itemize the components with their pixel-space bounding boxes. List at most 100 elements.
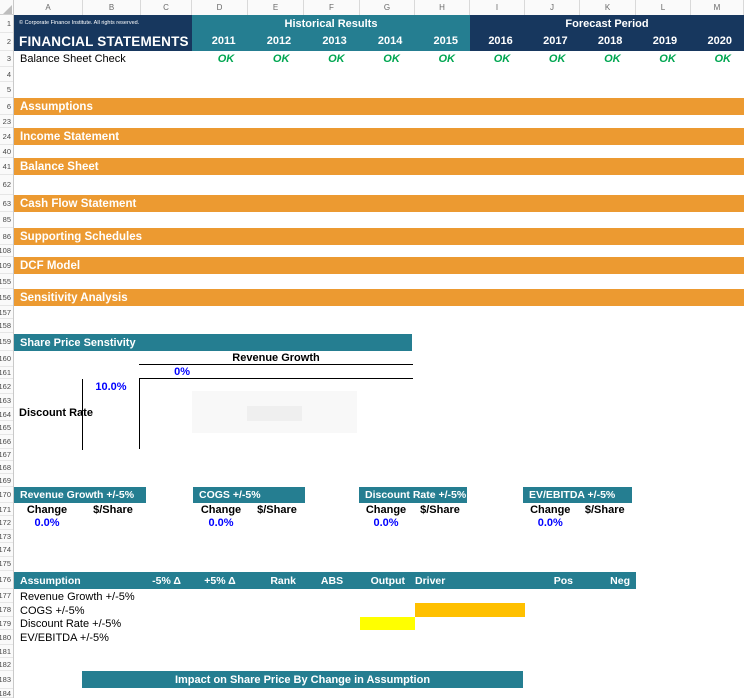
row-header[interactable]: 166 [0,435,13,449]
row-header[interactable]: 170 [0,487,13,503]
row-header[interactable]: 183 [0,671,13,689]
row-header[interactable]: 164 [0,408,13,421]
row-header[interactable]: 108 [0,246,13,257]
year-cell[interactable]: 2013 [322,35,347,47]
year-cell[interactable]: 2020 [707,35,732,47]
year-cell[interactable]: 2014 [377,35,403,47]
year-cell[interactable]: 2017 [543,35,568,47]
row-header[interactable]: 156 [0,289,13,306]
change-header[interactable]: Change [365,503,407,516]
row-header[interactable]: 176 [0,571,13,589]
share-header[interactable]: $/Share [420,503,460,516]
column-header-f[interactable]: F [304,0,360,15]
row-header[interactable]: 163 [0,394,13,408]
row-header[interactable]: 62 [0,175,13,195]
share-price-sensitivity-bar[interactable]: Share Price Senstivity [14,334,412,351]
row-header[interactable]: 171 [0,503,13,516]
column-header-l[interactable]: L [636,0,691,15]
assumption-row-cogs[interactable]: COGS +/-5% [20,604,85,617]
change-value[interactable]: 0.0% [208,516,234,529]
row-header[interactable]: 23 [0,115,13,128]
change-header[interactable]: Change [530,503,571,516]
assumption-row-ev-ebitda[interactable]: EV/EBITDA +/-5% [20,632,109,644]
select-all-corner[interactable] [0,0,14,15]
historical-results-header[interactable]: Historical Results [284,17,378,30]
change-value[interactable]: 0.0% [537,516,563,529]
highlight-cell-gold[interactable] [415,603,525,617]
section-bar-balance-sheet[interactable]: Balance Sheet [14,158,744,175]
row-header[interactable]: 167 [0,450,13,461]
row-header[interactable]: 157 [0,306,13,319]
section-bar-income-statement[interactable]: Income Statement [14,128,744,145]
row-header[interactable]: 4 [0,67,13,82]
row-header[interactable]: 161 [0,368,13,379]
year-cell[interactable]: 2011 [211,35,236,47]
sensitivity-row-value[interactable]: 10.0% [95,380,127,393]
row-header[interactable]: 6 [0,98,13,115]
column-header-i[interactable]: I [470,0,525,15]
row-header[interactable]: 3 [0,51,13,67]
column-header-a[interactable]: A [14,0,83,15]
check-ok-cell[interactable]: OK [493,53,511,65]
column-header-c[interactable]: C [141,0,192,15]
row-header[interactable]: 172 [0,516,13,530]
row-header[interactable]: 165 [0,421,13,435]
column-header-d[interactable]: D [192,0,248,15]
check-ok-cell[interactable]: OK [272,53,290,65]
mini-table-header[interactable]: COGS +/-5% [193,487,305,503]
row-header[interactable]: 85 [0,212,13,228]
mini-table-header[interactable]: Discount Rate +/-5% [359,487,467,503]
section-bar-dcf-model[interactable]: DCF Model [14,257,744,274]
row-header[interactable]: 41 [0,158,13,175]
row-header[interactable]: 177 [0,589,13,603]
row-header[interactable]: 1 [0,15,13,33]
column-header-m[interactable]: M [691,0,744,15]
mini-table-header[interactable]: EV/EBITDA +/-5% [523,487,632,503]
check-ok-cell[interactable]: OK [714,53,732,65]
section-bar-sensitivity-analysis[interactable]: Sensitivity Analysis [14,289,744,306]
row-header[interactable]: 24 [0,128,13,145]
section-bar-cash-flow-statement[interactable]: Cash Flow Statement [14,195,744,212]
year-cell[interactable]: 2016 [488,35,513,47]
row-header[interactable]: 179 [0,617,13,630]
change-header[interactable]: Change [200,503,242,516]
check-ok-cell[interactable]: OK [548,53,566,65]
year-cell[interactable]: 2018 [597,35,623,47]
column-header-g[interactable]: G [360,0,415,15]
column-header-k[interactable]: K [580,0,636,15]
row-header[interactable]: 155 [0,274,13,289]
change-header[interactable]: Change [26,503,68,516]
row-header[interactable]: 180 [0,630,13,645]
row-header[interactable]: 86 [0,228,13,245]
check-ok-cell[interactable]: OK [438,53,456,65]
row-header[interactable]: 2 [0,33,13,51]
balance-sheet-check-label[interactable]: Balance Sheet Check [20,53,126,65]
row-header[interactable]: 160 [0,351,13,367]
row-header[interactable]: 40 [0,145,13,158]
row-header[interactable]: 162 [0,379,13,394]
highlight-cell-yellow[interactable] [360,617,415,630]
forecast-period-header[interactable]: Forecast Period [565,17,649,30]
row-header[interactable]: 184 [0,688,13,698]
row-header[interactable]: 182 [0,658,13,671]
sensitivity-column-axis-label[interactable]: Revenue Growth [139,351,413,365]
check-ok-cell[interactable]: OK [328,53,345,65]
row-header[interactable]: 5 [0,82,13,98]
mini-table-header[interactable]: Revenue Growth +/-5% [14,487,146,503]
share-header[interactable]: $/Share [93,503,133,516]
impact-banner[interactable]: Impact on Share Price By Change in Assum… [82,671,523,688]
check-ok-cell[interactable]: OK [383,53,400,65]
year-cell[interactable]: 2019 [652,35,678,47]
check-ok-cell[interactable]: OK [604,53,621,65]
year-cell[interactable]: 2015 [433,35,458,47]
row-header[interactable]: 158 [0,319,13,333]
sensitivity-column-value[interactable]: 0% [174,366,190,378]
change-value[interactable]: 0.0% [34,516,60,529]
column-header-j[interactable]: J [525,0,580,15]
row-header[interactable]: 173 [0,530,13,543]
row-header[interactable]: 178 [0,603,13,617]
row-header[interactable]: 181 [0,645,13,658]
column-header-b[interactable]: B [83,0,141,15]
section-bar-supporting-schedules[interactable]: Supporting Schedules [14,228,744,245]
row-header[interactable]: 174 [0,543,13,557]
